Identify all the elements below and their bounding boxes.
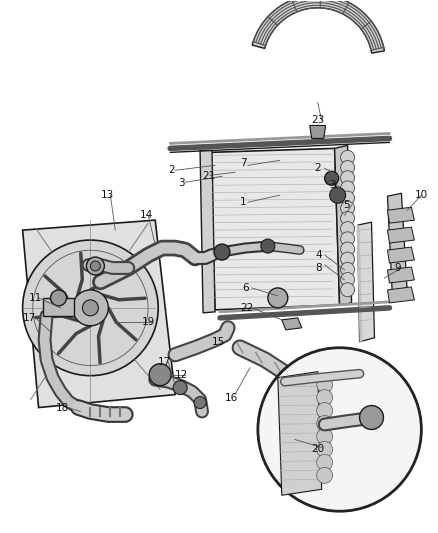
Polygon shape	[200, 150, 215, 313]
Circle shape	[149, 364, 171, 385]
Polygon shape	[310, 125, 326, 139]
Polygon shape	[278, 372, 321, 495]
Text: 17: 17	[158, 357, 171, 367]
Circle shape	[341, 282, 355, 297]
Circle shape	[214, 244, 230, 260]
Text: 7: 7	[240, 158, 247, 168]
Circle shape	[317, 377, 332, 393]
Polygon shape	[357, 222, 374, 342]
Circle shape	[325, 171, 339, 185]
Circle shape	[341, 191, 355, 205]
Circle shape	[86, 257, 104, 275]
Circle shape	[341, 272, 355, 287]
Circle shape	[261, 239, 275, 253]
Text: 10: 10	[414, 190, 427, 200]
Polygon shape	[388, 287, 414, 303]
Text: 9: 9	[395, 263, 401, 273]
Polygon shape	[388, 267, 414, 283]
Circle shape	[258, 348, 421, 511]
Text: 6: 6	[242, 283, 248, 293]
Polygon shape	[282, 318, 302, 330]
Text: 20: 20	[312, 445, 325, 455]
Circle shape	[360, 406, 384, 430]
Polygon shape	[23, 220, 175, 408]
Text: 2: 2	[168, 165, 175, 175]
Polygon shape	[357, 225, 363, 342]
Circle shape	[341, 222, 355, 236]
Text: 17: 17	[23, 313, 36, 323]
Text: 22: 22	[240, 303, 253, 313]
Text: 21: 21	[202, 171, 215, 181]
Circle shape	[317, 416, 332, 432]
Text: 15: 15	[212, 337, 225, 347]
Circle shape	[341, 160, 355, 174]
Circle shape	[317, 429, 332, 445]
Circle shape	[90, 261, 100, 271]
Circle shape	[341, 262, 355, 276]
Text: 8: 8	[316, 263, 322, 273]
Circle shape	[341, 232, 355, 246]
Polygon shape	[388, 247, 414, 263]
Circle shape	[341, 181, 355, 195]
Text: 19: 19	[142, 317, 155, 327]
Circle shape	[23, 240, 158, 376]
Circle shape	[173, 381, 187, 394]
Circle shape	[317, 390, 332, 406]
Text: 5: 5	[343, 200, 350, 210]
Text: 16: 16	[225, 393, 238, 402]
Polygon shape	[388, 207, 414, 223]
Circle shape	[72, 290, 108, 326]
Circle shape	[341, 201, 355, 215]
Polygon shape	[210, 148, 339, 310]
Circle shape	[82, 300, 99, 316]
Text: 3: 3	[178, 178, 185, 188]
Polygon shape	[335, 146, 352, 305]
Text: 4: 4	[316, 250, 322, 260]
Text: 11: 11	[28, 293, 42, 303]
Circle shape	[341, 252, 355, 266]
Circle shape	[317, 467, 332, 483]
Circle shape	[341, 171, 355, 185]
Polygon shape	[388, 227, 414, 243]
Circle shape	[341, 212, 355, 225]
Circle shape	[341, 150, 355, 164]
Text: 3: 3	[330, 180, 336, 190]
Polygon shape	[388, 193, 407, 298]
Circle shape	[317, 441, 332, 457]
Text: 23: 23	[312, 116, 325, 125]
Circle shape	[317, 402, 332, 418]
Circle shape	[317, 455, 332, 470]
Text: 14: 14	[140, 210, 153, 220]
Text: 2: 2	[314, 163, 321, 173]
Bar	[42, 298, 74, 316]
Circle shape	[50, 290, 67, 306]
Text: 18: 18	[56, 402, 69, 413]
Text: 13: 13	[100, 190, 113, 200]
Circle shape	[330, 187, 346, 203]
Text: 12: 12	[175, 370, 188, 379]
Text: 1: 1	[240, 197, 247, 207]
Circle shape	[194, 397, 206, 409]
Circle shape	[341, 242, 355, 256]
Polygon shape	[252, 0, 385, 53]
Circle shape	[268, 288, 288, 308]
